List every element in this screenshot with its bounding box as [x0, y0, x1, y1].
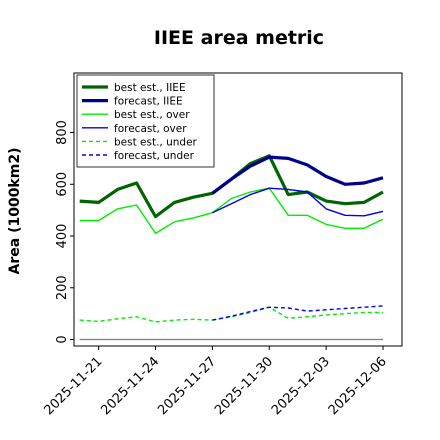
legend-label: best est., IIEE — [114, 82, 186, 94]
legend-label: forecast, under — [114, 150, 195, 162]
y-tick-label: 800 — [55, 120, 70, 145]
legend-box — [76, 74, 215, 168]
legend-label: best est., over — [114, 109, 190, 121]
y-axis-label: Area (1000km2) — [7, 148, 23, 275]
y-tick-label: 200 — [55, 275, 70, 300]
legend-label: forecast, over — [114, 123, 187, 135]
plot-area — [73, 72, 403, 347]
series-line-2 — [79, 187, 384, 235]
y-tick-label: 400 — [55, 224, 70, 249]
series-line-3 — [212, 187, 384, 217]
y-tick-label: 600 — [55, 172, 70, 197]
legend-label: best est., under — [114, 136, 198, 148]
series-line-1 — [211, 155, 384, 195]
y-tick-label: 0 — [55, 335, 70, 343]
series-layer — [79, 154, 384, 323]
series-line-5 — [212, 305, 384, 321]
chart-title: IIEE area metric — [154, 27, 324, 49]
series-line-4 — [79, 306, 383, 323]
legend-label: forecast, IIEE — [114, 96, 183, 108]
